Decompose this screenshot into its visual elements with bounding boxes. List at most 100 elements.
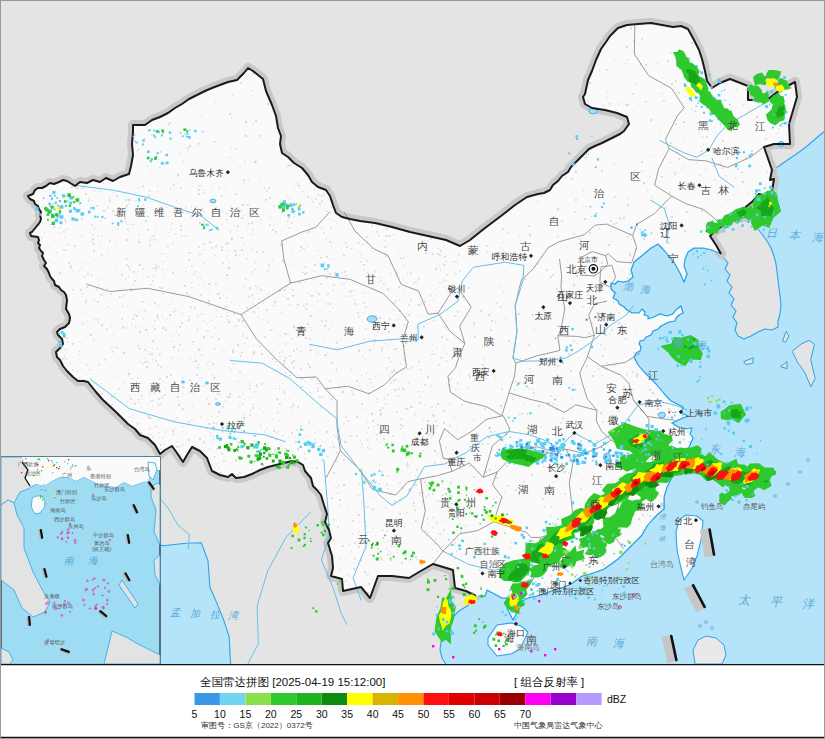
svg-text:澳门特别行政区: 澳门特别行政区 (538, 587, 594, 596)
svg-text:香港特别: 香港特别 (90, 473, 111, 480)
svg-text:肃: 肃 (452, 346, 463, 358)
svg-text:审图号：GS京（2022）0372号: 审图号：GS京（2022）0372号 (201, 721, 313, 730)
svg-text:合肥: 合肥 (608, 395, 627, 405)
svg-text:兰州: 兰州 (400, 333, 418, 343)
svg-text:江: 江 (673, 451, 684, 463)
svg-text:河: 河 (524, 373, 535, 385)
svg-text:50: 50 (418, 708, 430, 720)
svg-text:西沙群岛: 西沙群岛 (54, 516, 75, 523)
svg-text:北: 北 (551, 425, 563, 437)
svg-text:海口: 海口 (507, 628, 525, 638)
svg-text:(民主礁): (民主礁) (92, 546, 111, 552)
svg-text:湖: 湖 (518, 483, 529, 495)
svg-text:台: 台 (684, 538, 695, 550)
svg-text:东: 东 (588, 554, 599, 566)
svg-text:赤尾屿: 赤尾屿 (742, 502, 766, 511)
svg-text:拉萨: 拉萨 (227, 420, 245, 430)
svg-text:广: 广 (561, 554, 572, 566)
svg-text:中国气象局雷达气象中心: 中国气象局雷达气象中心 (514, 721, 603, 730)
svg-text:州: 州 (466, 496, 477, 508)
svg-text:区: 区 (630, 170, 641, 182)
svg-text:南: 南 (552, 374, 563, 386)
svg-text:太: 太 (738, 593, 751, 607)
svg-text:蒙: 蒙 (467, 244, 479, 256)
svg-text:江: 江 (755, 120, 766, 132)
svg-text:南昌: 南昌 (605, 461, 623, 471)
svg-text:永暑礁: 永暑礁 (44, 593, 60, 600)
svg-text:呼和浩特: 呼和浩特 (492, 252, 527, 262)
svg-text:吾: 吾 (173, 206, 184, 218)
svg-text:治: 治 (229, 206, 241, 218)
svg-text:55: 55 (443, 708, 455, 720)
svg-text:天津: 天津 (586, 283, 604, 293)
svg-text:区: 区 (210, 381, 221, 393)
svg-text:东沙群岛: 东沙群岛 (612, 592, 642, 601)
svg-text:台北: 台北 (674, 516, 692, 526)
svg-text:沈阳: 沈阳 (660, 221, 678, 231)
svg-text:龙: 龙 (727, 119, 738, 131)
svg-text:西: 西 (130, 381, 141, 393)
svg-text:海南岛: 海南岛 (50, 507, 66, 513)
svg-text:市: 市 (473, 453, 482, 463)
svg-text:长春: 长春 (678, 181, 696, 191)
svg-text:西: 西 (559, 324, 570, 336)
svg-text:重: 重 (470, 433, 479, 443)
svg-text:东沙岛: 东沙岛 (91, 495, 107, 502)
svg-text:青: 青 (296, 325, 307, 337)
svg-text:河: 河 (579, 239, 590, 251)
svg-text:徽: 徽 (608, 414, 619, 426)
svg-text:中沙群岛: 中沙群岛 (93, 532, 114, 539)
svg-text:永兴岛: 永兴岛 (68, 523, 84, 529)
svg-text:台湾岛: 台湾岛 (134, 466, 150, 473)
svg-text:长沙: 长沙 (547, 463, 565, 473)
svg-text:西安: 西安 (472, 367, 490, 377)
svg-text:南: 南 (64, 555, 75, 566)
svg-text:治: 治 (593, 187, 605, 199)
svg-text:渤: 渤 (623, 281, 634, 292)
svg-text:湾: 湾 (686, 556, 697, 568)
svg-text:甘: 甘 (365, 273, 377, 285)
svg-text:吉: 吉 (700, 184, 712, 196)
svg-text:乌鲁木齐: 乌鲁木齐 (189, 168, 224, 178)
svg-text:30: 30 (316, 708, 328, 720)
svg-text:南沙群岛: 南沙群岛 (52, 603, 73, 610)
svg-text:45: 45 (392, 708, 404, 720)
svg-text:贵: 贵 (440, 496, 451, 508)
svg-text:江: 江 (648, 369, 659, 381)
svg-text:北京: 北京 (566, 264, 586, 275)
svg-text:南宁: 南宁 (487, 569, 505, 579)
svg-text:成都: 成都 (411, 437, 429, 447)
svg-text:广州: 广州 (61, 472, 72, 478)
svg-text:拉: 拉 (210, 609, 221, 620)
svg-text:曾母暗沙: 曾母暗沙 (44, 639, 66, 646)
svg-text:台: 台 (659, 502, 666, 509)
svg-text:林: 林 (718, 184, 730, 196)
svg-text:南: 南 (544, 484, 555, 496)
svg-text:东: 东 (86, 465, 91, 471)
svg-text:60: 60 (469, 708, 481, 720)
svg-text:自治区: 自治区 (480, 559, 506, 569)
svg-text:山: 山 (595, 323, 606, 335)
svg-text:40: 40 (367, 708, 379, 720)
svg-text:治: 治 (189, 381, 201, 393)
svg-text:浙: 浙 (651, 449, 662, 461)
svg-text:西: 西 (590, 498, 601, 510)
svg-text:加: 加 (190, 608, 201, 619)
svg-text:[ 组合反射率 ]: [ 组合反射率 ] (514, 676, 584, 688)
svg-text:35: 35 (341, 708, 353, 720)
svg-text:海: 海 (695, 339, 707, 351)
svg-text:重庆: 重庆 (448, 457, 466, 467)
svg-text:广西壮族: 广西壮族 (465, 546, 500, 556)
svg-text:昆明: 昆明 (385, 518, 403, 528)
svg-text:广西壮族: 广西壮族 (17, 461, 39, 467)
svg-text:自: 自 (549, 215, 560, 227)
svg-text:安: 安 (606, 382, 617, 394)
svg-text:古: 古 (520, 240, 531, 252)
svg-text:自治区: 自治区 (25, 470, 41, 477)
svg-text:孟: 孟 (170, 607, 181, 618)
svg-text:自: 自 (170, 381, 181, 393)
svg-text:武汉: 武汉 (566, 420, 584, 430)
svg-text:尔: 尔 (191, 206, 203, 218)
svg-text:北京市: 北京市 (577, 256, 598, 264)
svg-text:海: 海 (613, 637, 625, 649)
